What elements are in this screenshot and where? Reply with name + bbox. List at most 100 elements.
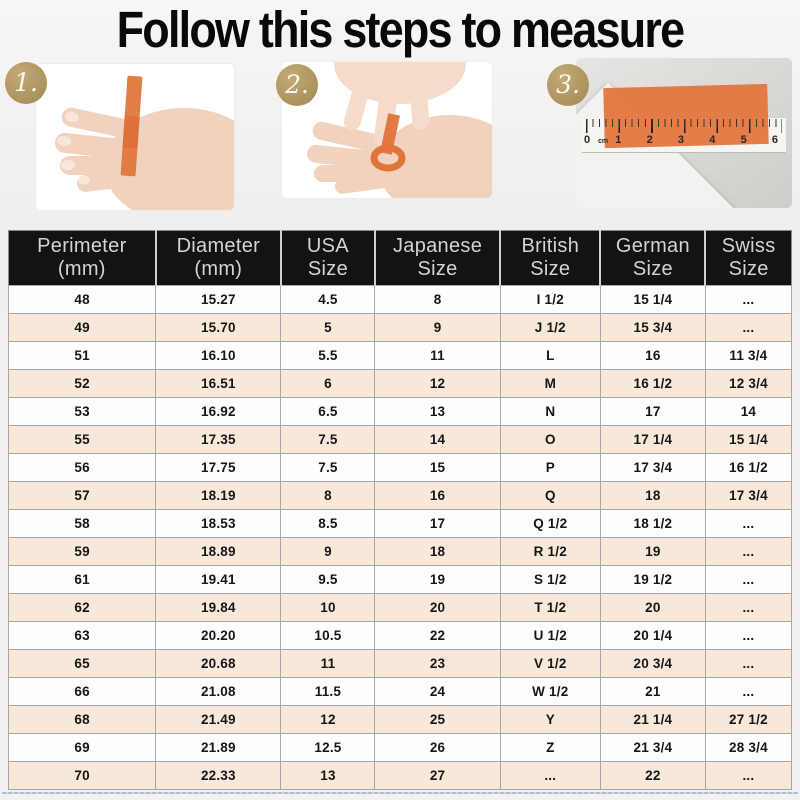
- table-row: 51 16.10 5.5 11 L 16 11 3/4: [7, 341, 793, 370]
- british-size-cell: R 1/2: [499, 537, 601, 566]
- table-row: 53 16.92 6.5 13 N 17 14: [7, 397, 793, 426]
- step-2-badge: 2.: [276, 64, 318, 106]
- usa-size-cell: 11: [280, 649, 376, 678]
- swiss-size-cell: 28 3/4: [704, 733, 793, 762]
- ruler-minor-ticks: [586, 119, 782, 127]
- table-body: 48 15.27 4.5 8 I 1/2 15 1/4 ... 49 15.70…: [7, 285, 793, 790]
- perimeter-cell: 52: [7, 369, 157, 398]
- step-2-number: 2.: [285, 69, 309, 99]
- british-size-cell: Y: [499, 705, 601, 734]
- swiss-size-cell: 17 3/4: [704, 481, 793, 510]
- usa-size-cell: 8.5: [280, 509, 376, 538]
- table-row: 59 18.89 9 18 R 1/2 19 ...: [7, 537, 793, 566]
- perimeter-cell: 62: [7, 593, 157, 622]
- british-size-cell: Q: [499, 481, 601, 510]
- table-row: 56 17.75 7.5 15 P 17 3/4 16 1/2: [7, 453, 793, 482]
- ruler-number: 1: [615, 134, 622, 146]
- perimeter-cell: 55: [7, 425, 157, 454]
- swiss-size-cell: ...: [704, 537, 793, 566]
- japanese-size-cell: 9: [374, 313, 501, 342]
- usa-size-cell: 5: [280, 313, 376, 342]
- british-size-cell: O: [499, 425, 601, 454]
- ruler-number: 5: [740, 134, 747, 146]
- british-size-cell: Z: [499, 733, 601, 762]
- usa-size-cell: 12: [280, 705, 376, 734]
- step-1-number: 1.: [14, 67, 38, 97]
- diameter-cell: 16.92: [155, 397, 282, 426]
- swiss-size-cell: 15 1/4: [704, 425, 793, 454]
- step-1-photo: [36, 64, 234, 210]
- diameter-cell: 21.08: [155, 677, 282, 706]
- usa-size-cell: 6.5: [280, 397, 376, 426]
- table-row: 65 20.68 11 23 V 1/2 20 3/4 ...: [7, 649, 793, 678]
- japanese-size-cell: 14: [374, 425, 501, 454]
- perimeter-cell: 70: [7, 761, 157, 790]
- japanese-size-cell: 23: [374, 649, 501, 678]
- swiss-size-cell: 12 3/4: [704, 369, 793, 398]
- diameter-cell: 18.53: [155, 509, 282, 538]
- perimeter-cell: 49: [7, 313, 157, 342]
- table-row: 63 20.20 10.5 22 U 1/2 20 1/4 ...: [7, 621, 793, 650]
- british-size-cell: P: [499, 453, 601, 482]
- ruler-number: 2: [646, 134, 653, 146]
- swiss-size-cell: ...: [704, 565, 793, 594]
- usa-size-cell: 7.5: [280, 453, 376, 482]
- japanese-size-cell: 13: [374, 397, 501, 426]
- german-size-cell: 16: [599, 341, 706, 370]
- german-size-cell: 17 1/4: [599, 425, 706, 454]
- perimeter-cell: 48: [7, 285, 157, 314]
- japanese-size-cell: 17: [374, 509, 501, 538]
- german-size-cell: 19 1/2: [599, 565, 706, 594]
- usa-size-cell: 8: [280, 481, 376, 510]
- german-size-cell: 22: [599, 761, 706, 790]
- diameter-cell: 16.51: [155, 369, 282, 398]
- german-size-cell: 17: [599, 397, 706, 426]
- japanese-size-cell: 8: [374, 285, 501, 314]
- table-row: 48 15.27 4.5 8 I 1/2 15 1/4 ...: [7, 285, 793, 314]
- japanese-size-cell: 24: [374, 677, 501, 706]
- perimeter-cell: 68: [7, 705, 157, 734]
- british-size-cell: ...: [499, 761, 601, 790]
- perimeter-cell: 59: [7, 537, 157, 566]
- diameter-cell: 19.84: [155, 593, 282, 622]
- table-row: 52 16.51 6 12 M 16 1/2 12 3/4: [7, 369, 793, 398]
- swiss-size-cell: 27 1/2: [704, 705, 793, 734]
- diameter-cell: 19.41: [155, 565, 282, 594]
- diameter-cell: 16.10: [155, 341, 282, 370]
- japanese-size-cell: 19: [374, 565, 501, 594]
- swiss-size-cell: ...: [704, 621, 793, 650]
- table-row: 58 18.53 8.5 17 Q 1/2 18 1/2 ...: [7, 509, 793, 538]
- swiss-size-cell: 11 3/4: [704, 341, 793, 370]
- step-1-badge: 1.: [5, 62, 47, 104]
- diameter-cell: 17.35: [155, 425, 282, 454]
- diameter-cell: 15.27: [155, 285, 282, 314]
- swiss-size-cell: ...: [704, 509, 793, 538]
- german-size-cell: 16 1/2: [599, 369, 706, 398]
- table-row: 49 15.70 5 9 J 1/2 15 3/4 ...: [7, 313, 793, 342]
- col-header-british-size: British Size: [500, 230, 602, 286]
- japanese-size-cell: 16: [374, 481, 501, 510]
- ruler-number: 6: [771, 134, 779, 146]
- table-row: 62 19.84 10 20 T 1/2 20 ...: [7, 593, 793, 622]
- col-header-perimeter: Perimeter (mm): [8, 230, 157, 286]
- german-size-cell: 15 1/4: [599, 285, 706, 314]
- col-header-usa-size: USA Size: [280, 230, 376, 286]
- diameter-cell: 17.75: [155, 453, 282, 482]
- two-hands-measuring-icon: [282, 62, 492, 198]
- german-size-cell: 15 3/4: [599, 313, 706, 342]
- perimeter-cell: 58: [7, 509, 157, 538]
- perimeter-cell: 65: [7, 649, 157, 678]
- german-size-cell: 20: [599, 593, 706, 622]
- diameter-cell: 22.33: [155, 761, 282, 790]
- german-size-cell: 20 3/4: [599, 649, 706, 678]
- japanese-size-cell: 22: [374, 621, 501, 650]
- british-size-cell: S 1/2: [499, 565, 601, 594]
- perimeter-cell: 53: [7, 397, 157, 426]
- japanese-size-cell: 18: [374, 537, 501, 566]
- german-size-cell: 21: [599, 677, 706, 706]
- diameter-cell: 18.89: [155, 537, 282, 566]
- usa-size-cell: 10: [280, 593, 376, 622]
- swiss-size-cell: 16 1/2: [704, 453, 793, 482]
- japanese-size-cell: 26: [374, 733, 501, 762]
